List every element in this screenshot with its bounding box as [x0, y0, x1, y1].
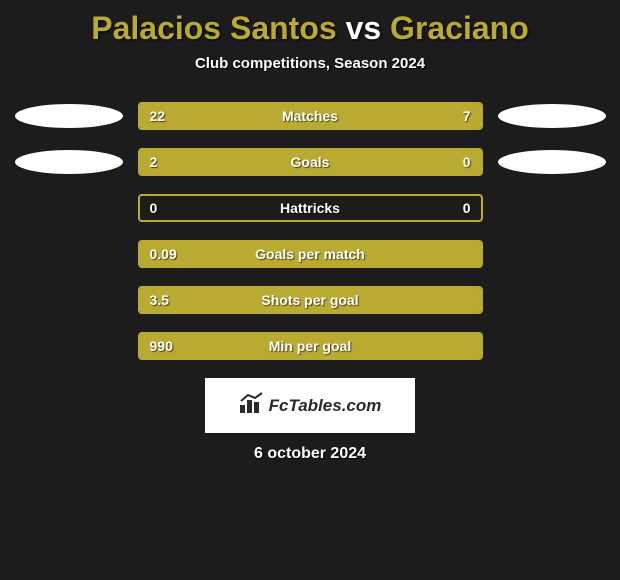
player2-badge	[498, 150, 606, 174]
badge-placeholder	[498, 196, 606, 220]
stat-row: 20Goals	[0, 148, 620, 176]
badge-placeholder	[15, 334, 123, 358]
stat-row: 990Min per goal	[0, 332, 620, 360]
stats-bars: 227Matches 20Goals 00Hattricks 0.09Goals pe…	[0, 102, 620, 360]
stat-row: 0.09Goals per match	[0, 240, 620, 268]
stat-row: 227Matches	[0, 102, 620, 130]
stat-row: 3.5Shots per goal	[0, 286, 620, 314]
date-label: 6 october 2024	[0, 445, 620, 463]
bar-label: Goals	[140, 154, 481, 170]
stat-bar: 3.5Shots per goal	[138, 286, 483, 314]
player2-name: Graciano	[390, 10, 529, 46]
badge-placeholder	[498, 288, 606, 312]
stat-bar: 20Goals	[138, 148, 483, 176]
vs-text: vs	[346, 10, 382, 46]
player1-name: Palacios Santos	[91, 10, 336, 46]
badge-placeholder	[15, 288, 123, 312]
subtitle: Club competitions, Season 2024	[0, 55, 620, 72]
bar-label: Hattricks	[140, 200, 481, 216]
player1-badge	[15, 150, 123, 174]
player1-badge	[15, 104, 123, 128]
bar-label: Shots per goal	[140, 292, 481, 308]
bar-label: Goals per match	[140, 246, 481, 262]
badge-placeholder	[498, 242, 606, 266]
badge-placeholder	[15, 242, 123, 266]
badge-placeholder	[498, 334, 606, 358]
logo-text: FcTables.com	[269, 396, 382, 416]
player2-badge	[498, 104, 606, 128]
chart-icon	[239, 392, 265, 419]
logo-box: FcTables.com	[205, 378, 415, 433]
comparison-title: Palacios Santos vs Graciano	[0, 10, 620, 47]
stat-bar: 00Hattricks	[138, 194, 483, 222]
bar-label: Matches	[140, 108, 481, 124]
stat-row: 00Hattricks	[0, 194, 620, 222]
stat-bar: 0.09Goals per match	[138, 240, 483, 268]
badge-placeholder	[15, 196, 123, 220]
stat-bar: 227Matches	[138, 102, 483, 130]
bar-label: Min per goal	[140, 338, 481, 354]
comparison-card: Palacios Santos vs Graciano Club competi…	[0, 0, 620, 463]
stat-bar: 990Min per goal	[138, 332, 483, 360]
